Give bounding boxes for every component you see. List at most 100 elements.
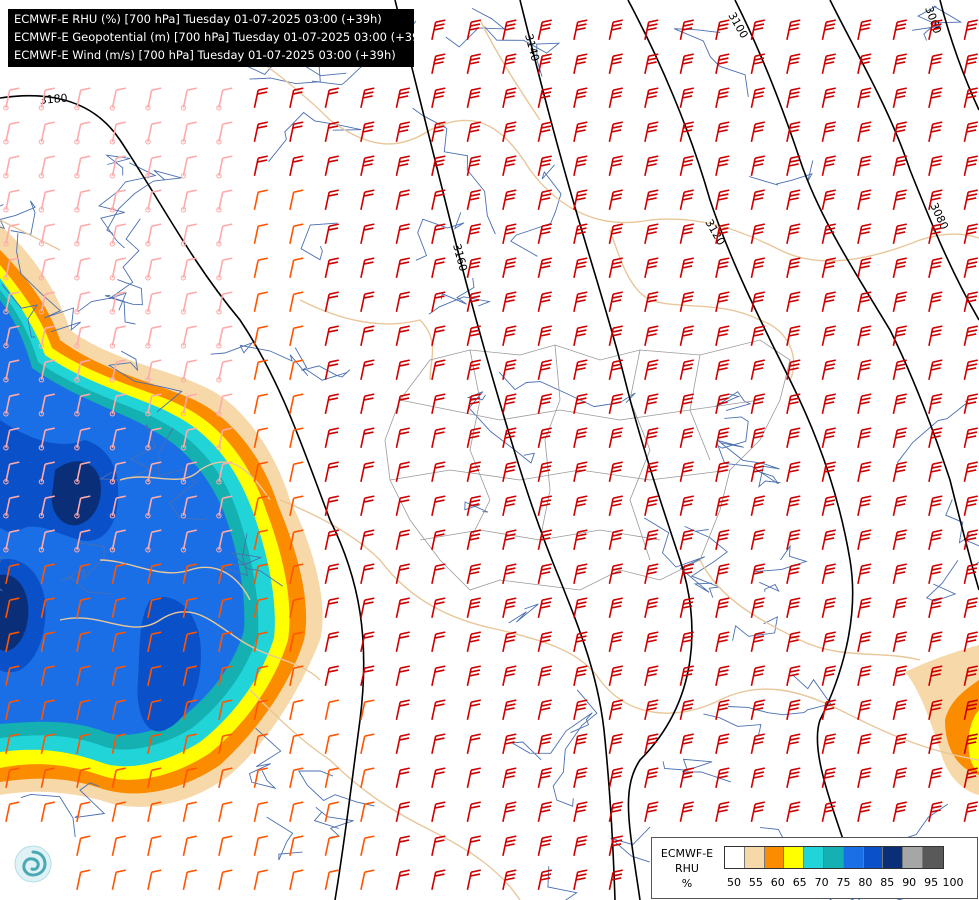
wind-barb xyxy=(786,801,801,822)
wind-barb xyxy=(40,801,55,822)
wind-barb xyxy=(289,835,304,856)
wind-barb xyxy=(466,189,481,210)
wind-barb xyxy=(3,393,20,417)
wind-barb xyxy=(928,597,943,618)
wind-barb xyxy=(216,223,233,247)
wind-barb xyxy=(679,53,694,74)
wind-barb xyxy=(644,801,659,822)
wind-barb xyxy=(395,291,410,312)
legend-swatch xyxy=(922,847,943,868)
river xyxy=(107,350,183,413)
wind-barb xyxy=(324,461,339,482)
wind-barb xyxy=(145,87,162,111)
county-borders-layer xyxy=(384,339,791,591)
wind-barb xyxy=(537,359,552,380)
wind-barb xyxy=(963,665,978,686)
wind-barb xyxy=(750,427,765,448)
wind-barb xyxy=(289,189,304,210)
wind-barb xyxy=(76,699,91,720)
wind-barb xyxy=(40,699,55,720)
wind-barb xyxy=(253,733,268,754)
wind-barb xyxy=(253,631,268,652)
wind-barb xyxy=(218,665,233,686)
wind-barb xyxy=(644,257,659,278)
wind-barb xyxy=(466,121,481,142)
wind-barb xyxy=(928,801,943,822)
river xyxy=(105,154,131,176)
wind-barb xyxy=(360,733,375,754)
wind-barb xyxy=(786,699,801,720)
legend-label: 65 xyxy=(792,876,807,889)
river xyxy=(210,341,309,376)
wind-barb xyxy=(502,699,517,720)
river xyxy=(498,371,636,408)
wind-barb xyxy=(74,427,91,451)
wind-barb xyxy=(715,189,730,210)
wind-barb xyxy=(679,597,694,618)
river xyxy=(716,442,779,485)
wind-barb xyxy=(502,529,517,550)
river xyxy=(77,279,143,313)
wind-barb xyxy=(289,393,304,414)
wind-barb xyxy=(928,87,943,108)
wind-barb xyxy=(537,155,552,176)
wind-barb xyxy=(608,801,623,822)
wind-barb xyxy=(216,121,233,145)
wind-barb xyxy=(608,733,623,754)
wind-barb xyxy=(715,223,730,244)
wind-barb xyxy=(289,325,304,346)
wind-barb xyxy=(821,563,836,584)
wind-barb xyxy=(360,155,375,176)
wind-barb xyxy=(608,291,623,312)
wind-barb xyxy=(502,121,517,142)
wind-barb xyxy=(395,495,410,516)
wind-barb xyxy=(289,597,304,618)
wind-barb xyxy=(145,461,162,485)
wind-barb xyxy=(431,631,446,652)
wind-barb xyxy=(608,223,623,244)
wind-barb xyxy=(786,427,801,448)
wind-barb xyxy=(537,665,552,686)
wind-barb xyxy=(147,733,162,754)
wind-barb xyxy=(608,325,623,346)
wind-barb xyxy=(573,359,588,380)
wind-barb xyxy=(644,427,659,448)
wind-barb xyxy=(608,665,623,686)
wind-barb xyxy=(466,733,481,754)
wind-barb xyxy=(502,325,517,346)
contour-label: 3080 xyxy=(927,201,951,232)
country-border xyxy=(59,611,321,681)
wind-barb xyxy=(715,427,730,448)
wind-barb xyxy=(963,801,978,822)
wind-barb xyxy=(5,767,20,788)
wind-barb xyxy=(40,733,55,754)
wind-barb xyxy=(109,495,126,519)
wind-barb xyxy=(537,393,552,414)
river xyxy=(484,26,561,77)
wind-barb xyxy=(431,733,446,754)
river xyxy=(428,296,492,315)
wind-barb xyxy=(821,87,836,108)
wind-barb xyxy=(147,801,162,822)
legend-swatch xyxy=(764,847,785,868)
wind-barb xyxy=(502,291,517,312)
river xyxy=(684,525,728,598)
wind-barb xyxy=(253,87,268,108)
wind-barb xyxy=(857,223,872,244)
wind-barb xyxy=(253,155,268,176)
river xyxy=(464,501,489,513)
wind-barb xyxy=(644,155,659,176)
wind-barb xyxy=(857,393,872,414)
wind-barb xyxy=(963,155,978,176)
wind-barb xyxy=(395,121,410,142)
wind-barb xyxy=(928,325,943,346)
wind-barb xyxy=(466,223,481,244)
wind-barb xyxy=(786,155,801,176)
wind-barb xyxy=(395,325,410,346)
wind-barb xyxy=(928,529,943,550)
river xyxy=(610,826,651,863)
wind-barb xyxy=(180,189,197,213)
wind-barb xyxy=(857,53,872,74)
wind-barb xyxy=(38,121,55,145)
wind-barb xyxy=(963,631,978,652)
